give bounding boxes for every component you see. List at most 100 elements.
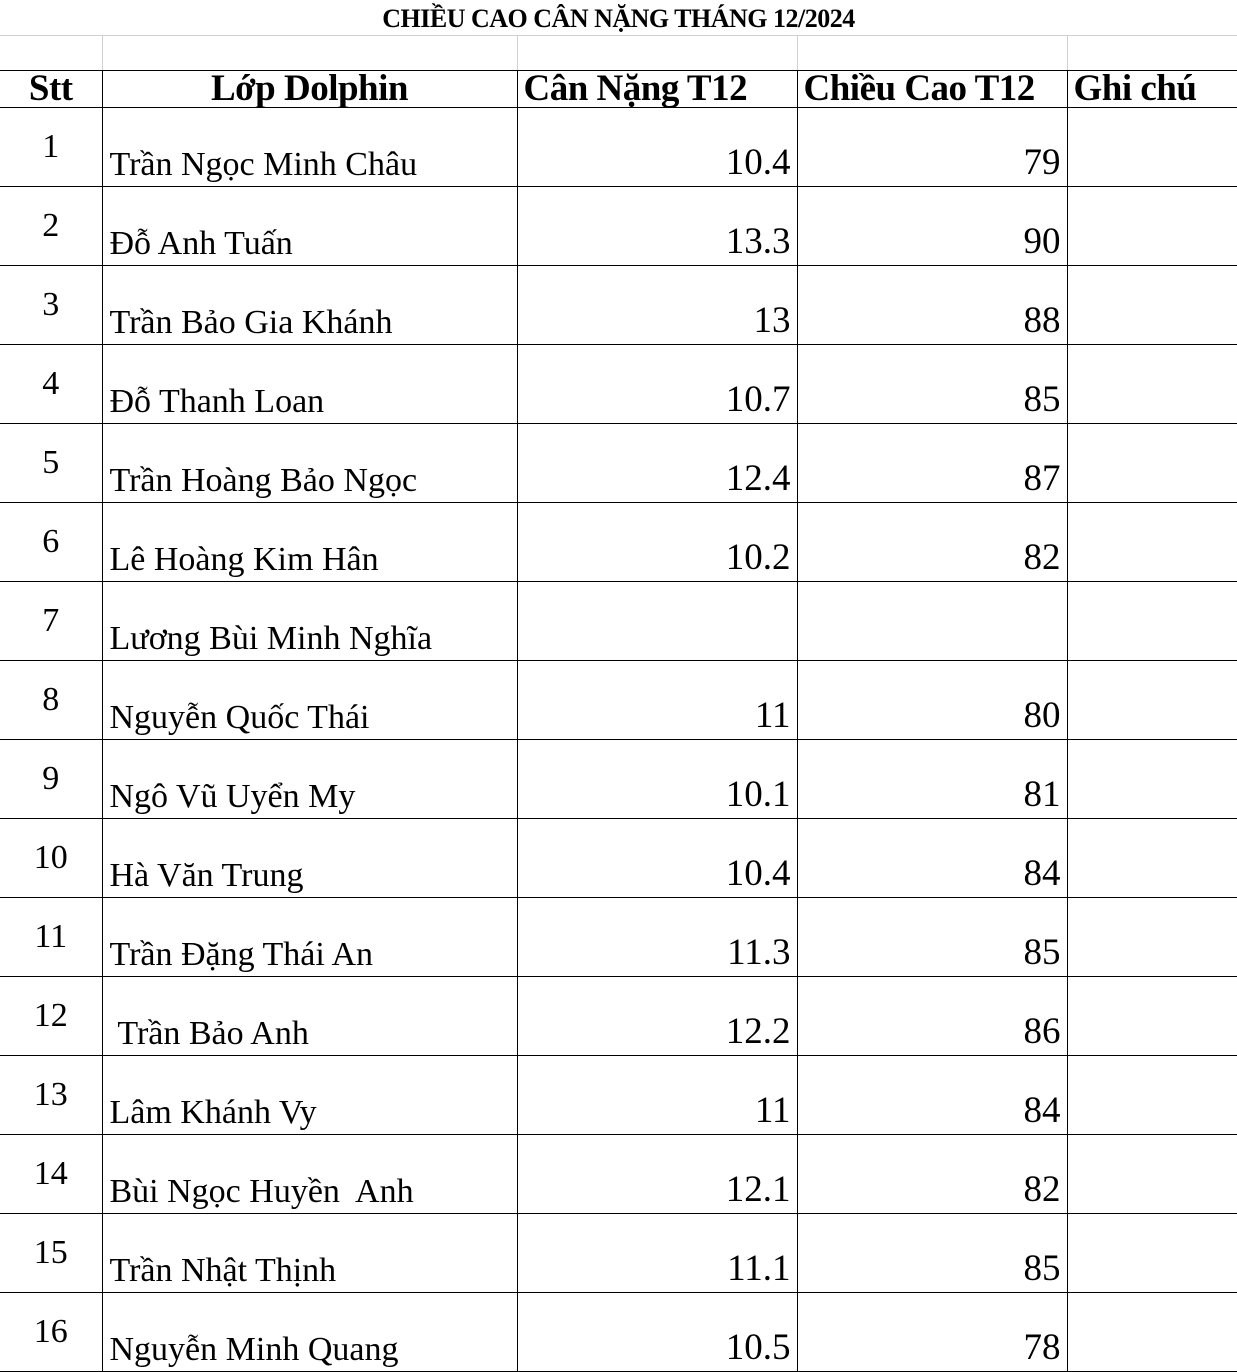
note-cell[interactable] — [1066, 976, 1237, 1056]
weight-cell[interactable] — [516, 581, 798, 661]
empty-row — [0, 35, 1237, 70]
height-cell[interactable]: 84 — [796, 818, 1068, 898]
weight-cell[interactable]: 10.2 — [516, 502, 798, 582]
stt-cell[interactable]: 3 — [0, 265, 103, 345]
name-cell[interactable]: Trần Ngọc Minh Châu — [101, 107, 518, 187]
note-cell[interactable] — [1066, 1055, 1237, 1135]
name-cell[interactable]: Bùi Ngọc Huyền Anh — [101, 1134, 518, 1214]
name-cell[interactable]: Đỗ Thanh Loan — [101, 344, 518, 424]
name-cell[interactable]: Lương Bùi Minh Nghĩa — [101, 581, 518, 661]
weight-cell[interactable]: 12.1 — [516, 1134, 798, 1214]
weight-cell[interactable]: 12.2 — [516, 976, 798, 1056]
height-cell[interactable]: 87 — [796, 423, 1068, 503]
header-weight[interactable]: Cân Nặng T12 — [516, 70, 798, 108]
stt-cell[interactable]: 4 — [0, 344, 103, 424]
name-cell[interactable]: Đỗ Anh Tuấn — [101, 186, 518, 266]
table-row: 3 Trần Bảo Gia Khánh 13 88 — [0, 265, 1237, 345]
height-cell[interactable]: 85 — [796, 344, 1068, 424]
stt-cell[interactable]: 7 — [0, 581, 103, 661]
weight-cell[interactable]: 10.7 — [516, 344, 798, 424]
height-cell[interactable]: 90 — [796, 186, 1068, 266]
table-row: 15 Trần Nhật Thịnh 11.1 85 — [0, 1213, 1237, 1293]
note-cell[interactable] — [1066, 739, 1237, 819]
height-cell[interactable]: 84 — [796, 1055, 1068, 1135]
stt-cell[interactable]: 12 — [0, 976, 103, 1056]
weight-cell[interactable]: 12.4 — [516, 423, 798, 503]
table-row: 16 Nguyễn Minh Quang 10.5 78 — [0, 1292, 1237, 1372]
stt-cell[interactable]: 8 — [0, 660, 103, 740]
name-cell[interactable]: Trần Bảo Anh — [101, 976, 518, 1056]
name-cell[interactable]: Trần Bảo Gia Khánh — [101, 265, 518, 345]
stt-cell[interactable]: 10 — [0, 818, 103, 898]
gridline — [797, 35, 798, 70]
height-cell[interactable]: 85 — [796, 1213, 1068, 1293]
note-cell[interactable] — [1066, 897, 1237, 977]
table-row: 2 Đỗ Anh Tuấn 13.3 90 — [0, 186, 1237, 266]
weight-cell[interactable]: 11.1 — [516, 1213, 798, 1293]
table-row: 8 Nguyễn Quốc Thái 11 80 — [0, 660, 1237, 740]
height-cell[interactable]: 88 — [796, 265, 1068, 345]
note-cell[interactable] — [1066, 818, 1237, 898]
stt-cell[interactable]: 14 — [0, 1134, 103, 1214]
note-cell[interactable] — [1066, 107, 1237, 187]
weight-cell[interactable]: 10.5 — [516, 1292, 798, 1372]
height-cell[interactable] — [796, 581, 1068, 661]
name-cell[interactable]: Nguyễn Minh Quang — [101, 1292, 518, 1372]
stt-cell[interactable]: 1 — [0, 107, 103, 187]
table-row: 7 Lương Bùi Minh Nghĩa — [0, 581, 1237, 661]
height-cell[interactable]: 78 — [796, 1292, 1068, 1372]
note-cell[interactable] — [1066, 1134, 1237, 1214]
name-cell[interactable]: Lâm Khánh Vy — [101, 1055, 518, 1135]
note-cell[interactable] — [1066, 1292, 1237, 1372]
weight-cell[interactable]: 10.4 — [516, 818, 798, 898]
name-cell[interactable]: Hà Văn Trung — [101, 818, 518, 898]
weight-cell[interactable]: 10.4 — [516, 107, 798, 187]
weight-cell[interactable]: 13.3 — [516, 186, 798, 266]
note-cell[interactable] — [1066, 581, 1237, 661]
weight-cell[interactable]: 11 — [516, 1055, 798, 1135]
stt-cell[interactable]: 15 — [0, 1213, 103, 1293]
height-cell[interactable]: 79 — [796, 107, 1068, 187]
height-cell[interactable]: 81 — [796, 739, 1068, 819]
note-cell[interactable] — [1066, 344, 1237, 424]
note-cell[interactable] — [1066, 1213, 1237, 1293]
weight-cell[interactable]: 11 — [516, 660, 798, 740]
table-row: 9 Ngô Vũ Uyển My 10.1 81 — [0, 739, 1237, 819]
height-cell[interactable]: 82 — [796, 502, 1068, 582]
note-cell[interactable] — [1066, 423, 1237, 503]
weight-cell[interactable]: 11.3 — [516, 897, 798, 977]
height-cell[interactable]: 80 — [796, 660, 1068, 740]
table-row: 4 Đỗ Thanh Loan 10.7 85 — [0, 344, 1237, 424]
weight-cell[interactable]: 10.1 — [516, 739, 798, 819]
stt-cell[interactable]: 6 — [0, 502, 103, 582]
table-row: 11 Trần Đặng Thái An 11.3 85 — [0, 897, 1237, 977]
stt-cell[interactable]: 2 — [0, 186, 103, 266]
weight-cell[interactable]: 13 — [516, 265, 798, 345]
name-cell[interactable]: Trần Nhật Thịnh — [101, 1213, 518, 1293]
gridline — [1067, 35, 1068, 70]
stt-cell[interactable]: 11 — [0, 897, 103, 977]
header-class[interactable]: Lớp Dolphin — [101, 70, 518, 108]
stt-cell[interactable]: 5 — [0, 423, 103, 503]
note-cell[interactable] — [1066, 265, 1237, 345]
header-note[interactable]: Ghi chú — [1066, 70, 1237, 108]
header-row: Stt Lớp Dolphin Cân Nặng T12 Chiều Cao T… — [0, 70, 1237, 108]
table-row: 6 Lê Hoàng Kim Hân 10.2 82 — [0, 502, 1237, 582]
table-row: 14 Bùi Ngọc Huyền Anh 12.1 82 — [0, 1134, 1237, 1214]
stt-cell[interactable]: 13 — [0, 1055, 103, 1135]
stt-cell[interactable]: 16 — [0, 1292, 103, 1372]
header-height[interactable]: Chiều Cao T12 — [796, 70, 1068, 108]
height-cell[interactable]: 82 — [796, 1134, 1068, 1214]
name-cell[interactable]: Ngô Vũ Uyển My — [101, 739, 518, 819]
note-cell[interactable] — [1066, 502, 1237, 582]
name-cell[interactable]: Nguyễn Quốc Thái — [101, 660, 518, 740]
note-cell[interactable] — [1066, 186, 1237, 266]
header-stt[interactable]: Stt — [0, 70, 103, 108]
height-cell[interactable]: 86 — [796, 976, 1068, 1056]
name-cell[interactable]: Trần Hoàng Bảo Ngọc — [101, 423, 518, 503]
name-cell[interactable]: Lê Hoàng Kim Hân — [101, 502, 518, 582]
name-cell[interactable]: Trần Đặng Thái An — [101, 897, 518, 977]
stt-cell[interactable]: 9 — [0, 739, 103, 819]
height-cell[interactable]: 85 — [796, 897, 1068, 977]
note-cell[interactable] — [1066, 660, 1237, 740]
